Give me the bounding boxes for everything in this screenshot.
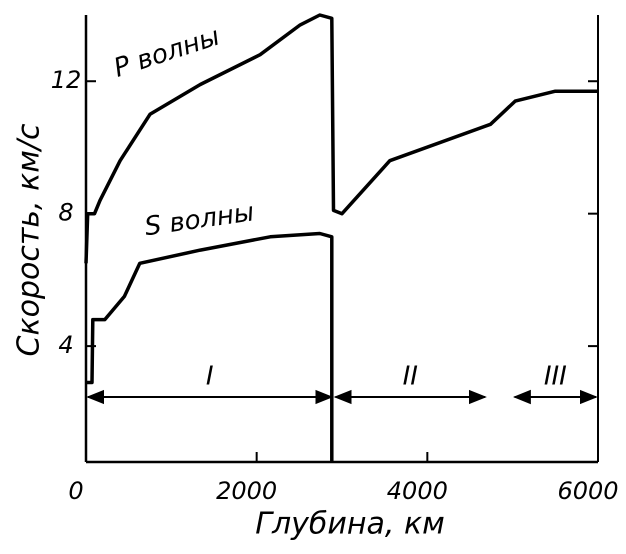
series-line bbox=[84, 13, 598, 264]
x-tick-label: 0 bbox=[68, 477, 83, 505]
x-tick-label: 6000 bbox=[557, 477, 618, 505]
x-tick-label: 4000 bbox=[387, 477, 448, 505]
y-tick-label: 12 bbox=[51, 66, 82, 94]
y-axis-title: Скорость, км/с bbox=[12, 123, 47, 356]
y-tick-label: 8 bbox=[58, 199, 73, 227]
region-label: II bbox=[403, 362, 418, 392]
series-label: P волны bbox=[110, 21, 223, 83]
y-tick-label: 4 bbox=[58, 331, 73, 359]
x-tick-label: 2000 bbox=[216, 477, 277, 505]
region-label: III bbox=[544, 362, 567, 392]
region-label: I bbox=[206, 362, 214, 392]
series-line bbox=[86, 231, 334, 462]
x-axis-title: Глубина, км bbox=[255, 507, 444, 542]
series-label: S волны bbox=[143, 197, 256, 242]
